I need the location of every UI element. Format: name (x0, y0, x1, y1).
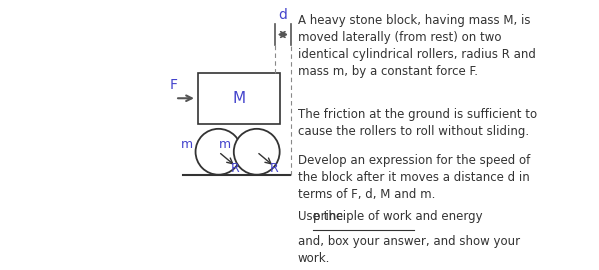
Text: principle of work and energy: principle of work and energy (313, 210, 483, 223)
Text: F: F (170, 78, 178, 92)
Text: Use the: Use the (298, 210, 346, 223)
Text: m: m (181, 139, 193, 151)
Text: R: R (231, 163, 240, 176)
Circle shape (234, 129, 280, 175)
Text: M: M (232, 91, 246, 106)
Text: The friction at the ground is sufficient to
cause the rollers to roll without sl: The friction at the ground is sufficient… (298, 109, 537, 139)
Text: d: d (279, 8, 288, 22)
Text: Develop an expression for the speed of
the block after it moves a distance d in
: Develop an expression for the speed of t… (298, 154, 530, 201)
FancyBboxPatch shape (198, 73, 280, 124)
Text: R: R (270, 163, 278, 176)
Circle shape (195, 129, 241, 175)
Text: m: m (219, 139, 231, 151)
Text: and, box your answer, and show your
work.: and, box your answer, and show your work… (298, 235, 519, 265)
Text: A heavy stone block, having mass M, is
moved laterally (from rest) on two
identi: A heavy stone block, having mass M, is m… (298, 14, 536, 78)
